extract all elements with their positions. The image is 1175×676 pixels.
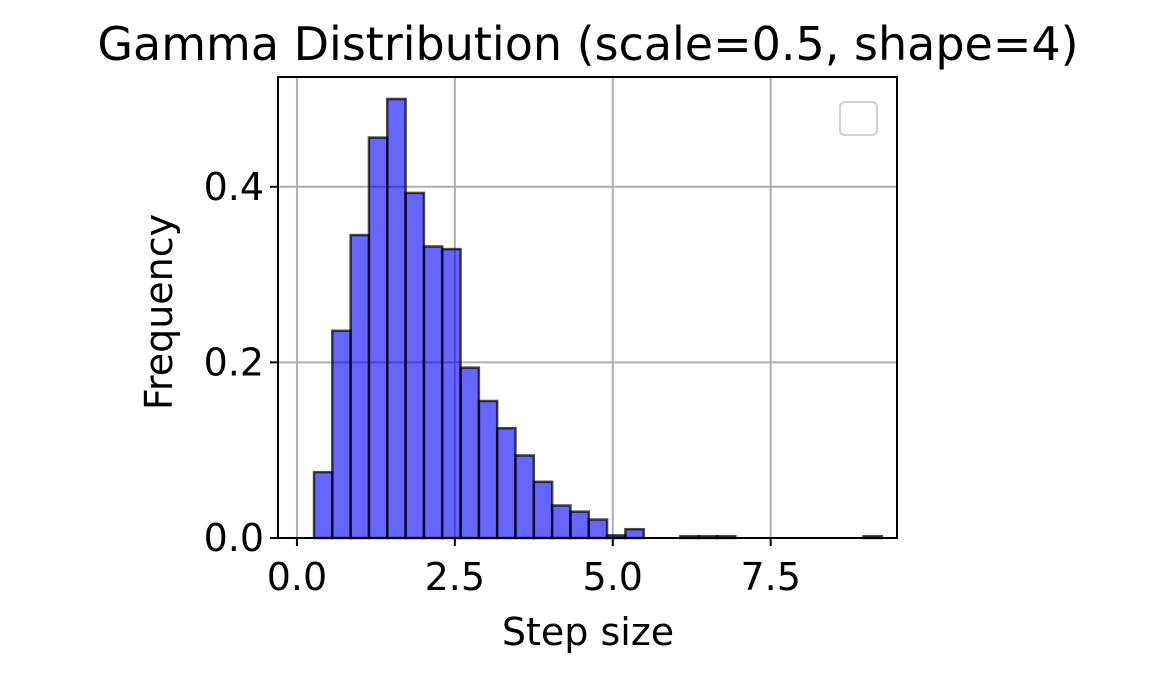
histogram-bar: [422, 245, 444, 540]
histogram-bar: [624, 527, 645, 540]
histogram-bar: [587, 518, 609, 540]
x-tick-label: 5.0: [583, 555, 643, 599]
histogram-bar: [349, 233, 371, 540]
x-tick-label: 0.0: [267, 555, 327, 599]
x-tick-label: 2.5: [425, 555, 485, 599]
axis-ticks: 0.0 2.5 5.0 7.5 0.0 0.2 0.4: [204, 165, 801, 599]
x-tick-label: 7.5: [740, 555, 800, 599]
histogram-bar: [367, 136, 389, 540]
histogram-bar: [459, 366, 481, 540]
histogram-bar: [550, 504, 572, 540]
histogram-bar: [386, 97, 407, 540]
y-tick-label: 0.0: [204, 516, 264, 560]
histogram-bar: [331, 329, 352, 540]
y-axis-label: Frequency: [137, 214, 181, 410]
histogram-bar: [477, 399, 499, 540]
histogram-bar: [312, 470, 334, 540]
chart-title: Gamma Distribution (scale=0.5, shape=4): [97, 17, 1078, 71]
histogram-bar: [532, 480, 554, 540]
histogram-bar: [514, 454, 536, 540]
plot-frame: [277, 76, 898, 539]
x-axis-label: Step size: [502, 610, 674, 654]
y-tick-label: 0.2: [204, 340, 264, 384]
histogram-bar: [569, 510, 591, 540]
histogram-bar: [404, 191, 426, 540]
histogram-bar: [495, 426, 517, 540]
y-tick-label: 0.4: [204, 165, 264, 209]
histogram-bars: [312, 97, 884, 540]
histogram-bar: [440, 247, 462, 540]
legend-box: [839, 101, 878, 136]
